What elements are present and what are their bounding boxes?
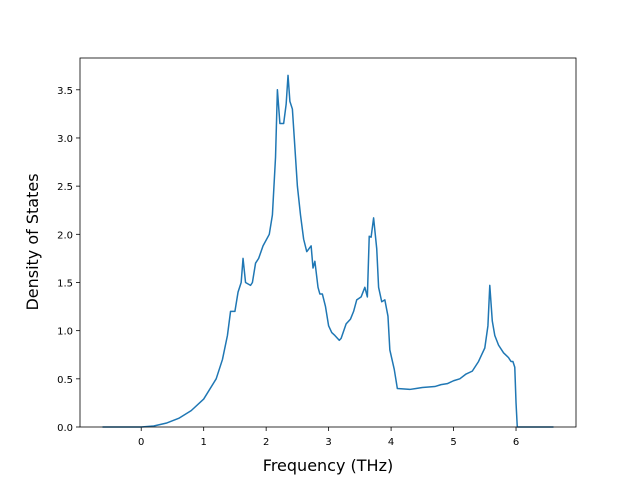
- x-tick-label: 0: [138, 437, 144, 448]
- y-tick-label: 0.0: [57, 423, 73, 434]
- x-tick-label: 6: [513, 437, 519, 448]
- y-tick-label: 1.0: [57, 327, 73, 338]
- x-tick-label: 2: [263, 437, 269, 448]
- line-series: [102, 74, 554, 428]
- y-tick-label: 0.5: [57, 375, 73, 386]
- x-tick-label: 3: [325, 437, 331, 448]
- plot-frame: [79, 57, 577, 428]
- y-tick-label: 1.5: [57, 278, 73, 289]
- y-tick-label: 2.0: [57, 230, 73, 241]
- y-tick-label: 3.0: [57, 134, 73, 145]
- x-tick-label: 5: [450, 437, 456, 448]
- y-tick-label: 2.5: [57, 182, 73, 193]
- x-tick-label: 1: [201, 437, 207, 448]
- x-axis-label: Frequency (THz): [263, 456, 393, 475]
- y-axis-label: Density of States: [23, 173, 42, 310]
- y-tick-label: 3.5: [57, 86, 73, 97]
- x-tick-label: 4: [388, 437, 394, 448]
